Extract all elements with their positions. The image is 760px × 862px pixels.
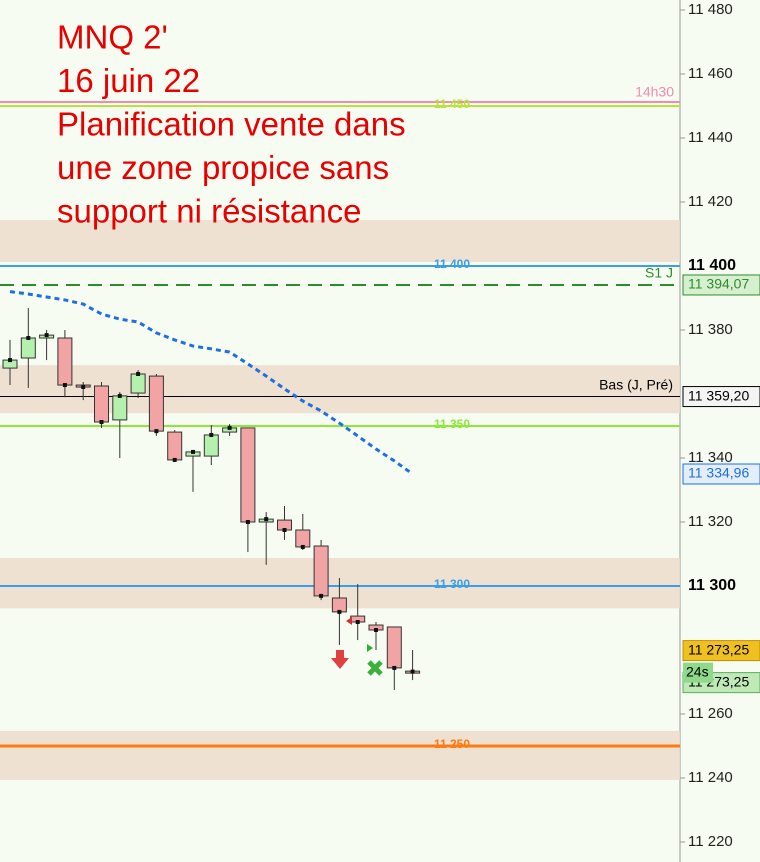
close-tick bbox=[282, 528, 287, 532]
marker-box bbox=[682, 274, 760, 296]
candle-body bbox=[57, 337, 73, 386]
close-tick bbox=[172, 457, 177, 462]
candle-body bbox=[203, 434, 219, 457]
marker-name: Bas (J, Pré) bbox=[599, 376, 673, 392]
level-label: 11 300 bbox=[434, 577, 470, 591]
last-price-label: 11 273,25 bbox=[688, 641, 749, 657]
sell-arrow-icon bbox=[331, 650, 349, 669]
close-tick bbox=[8, 358, 12, 363]
candle-body bbox=[20, 337, 36, 359]
candle-body bbox=[313, 545, 329, 597]
level-axis-label: 11 300 bbox=[688, 577, 736, 594]
candle-body bbox=[167, 431, 183, 461]
title-line: MNQ 2' bbox=[57, 19, 168, 56]
close-tick bbox=[392, 665, 397, 670]
close-tick bbox=[26, 336, 31, 340]
level-label: 11 250 bbox=[434, 737, 470, 751]
close-tick bbox=[337, 609, 342, 614]
countdown-box bbox=[683, 662, 713, 683]
title-line: support ni résistance bbox=[57, 193, 362, 230]
close-tick bbox=[374, 628, 378, 632]
close-tick bbox=[191, 449, 195, 454]
close-tick bbox=[44, 333, 49, 338]
close-tick bbox=[410, 669, 415, 674]
level-label: 11 350 bbox=[434, 417, 470, 431]
candle-body bbox=[386, 626, 402, 669]
close-tick bbox=[227, 425, 232, 430]
candle-body bbox=[148, 375, 164, 432]
triangle-icon bbox=[367, 644, 373, 652]
close-tick bbox=[62, 383, 67, 388]
marker-name: S1 J bbox=[645, 265, 673, 281]
candle-body bbox=[331, 597, 347, 613]
close-tick bbox=[245, 520, 250, 524]
y-tick-label: 11 440 bbox=[688, 129, 733, 146]
y-tick-label: 11 480 bbox=[688, 1, 733, 18]
ma-axis-label: 11 334,96 bbox=[688, 465, 749, 481]
level-label: 11 450 bbox=[434, 97, 470, 111]
level-axis-label: 11 400 bbox=[688, 257, 736, 274]
y-tick-label: 11 240 bbox=[688, 769, 733, 786]
y-tick-label: 11 460 bbox=[688, 65, 733, 82]
y-tick-label: 11 380 bbox=[688, 321, 733, 338]
marker-axis-label: 11 359,20 bbox=[688, 387, 749, 403]
last-price-box bbox=[682, 640, 760, 662]
cross-icon bbox=[367, 660, 383, 676]
close-tick bbox=[117, 393, 122, 398]
y-tick-label: 11 340 bbox=[688, 449, 733, 466]
ma-box bbox=[682, 463, 760, 485]
zone bbox=[0, 219, 680, 262]
candle-body bbox=[295, 529, 311, 548]
title-line: Planification vente dans bbox=[57, 106, 406, 143]
zone bbox=[0, 730, 680, 780]
y-tick-label: 11 320 bbox=[688, 513, 733, 530]
close-tick bbox=[300, 544, 305, 549]
candle-body bbox=[130, 373, 146, 394]
close-tick bbox=[154, 429, 159, 434]
level-label: 11 400 bbox=[434, 257, 470, 271]
y-tick-label: 11 220 bbox=[688, 833, 733, 850]
candle-body bbox=[94, 385, 109, 423]
moving-average bbox=[9, 290, 414, 476]
candle-body bbox=[112, 395, 128, 421]
countdown-label: 24s bbox=[686, 663, 709, 679]
close-tick bbox=[81, 384, 86, 389]
close-tick bbox=[355, 620, 360, 624]
title-line: 16 juin 22 bbox=[57, 62, 200, 99]
title-line: une zone propice sans bbox=[57, 149, 389, 186]
close-tick bbox=[319, 593, 324, 598]
close-tick bbox=[99, 420, 104, 424]
marker-axis-label: 11 394,07 bbox=[688, 276, 749, 292]
small-arrow-icon bbox=[346, 617, 352, 625]
time-marker-label: 14h30 bbox=[635, 84, 674, 100]
y-tick-label: 11 260 bbox=[688, 705, 733, 722]
close-tick bbox=[209, 432, 214, 437]
marker-box bbox=[682, 386, 760, 408]
close-tick bbox=[136, 372, 141, 376]
candle-body bbox=[240, 427, 256, 523]
close-tick bbox=[264, 517, 269, 522]
y-tick-label: 11 420 bbox=[688, 193, 733, 210]
